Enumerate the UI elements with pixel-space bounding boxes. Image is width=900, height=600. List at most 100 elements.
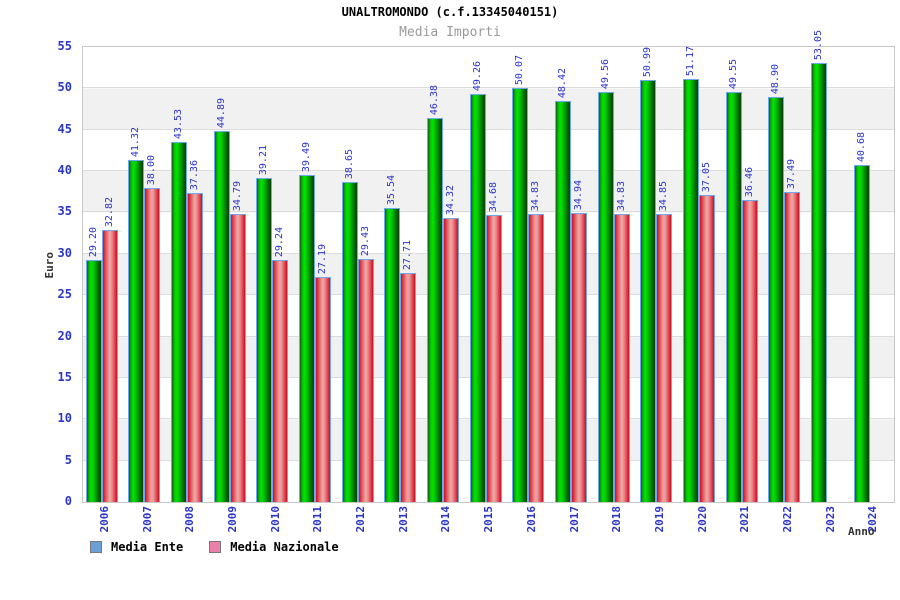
bar-value-label: 49.26 xyxy=(471,60,483,91)
legend-item-media-nazionale: Media Nazionale xyxy=(209,540,339,554)
bar-value-label: 29.20 xyxy=(87,226,99,257)
gridline xyxy=(83,170,894,172)
x-tick-label-2014: 2014 xyxy=(439,506,452,533)
chart-legend: Media Ente Media Nazionale xyxy=(90,540,339,554)
bar-value-label: 34.94 xyxy=(573,179,585,210)
bar-value-label: 35.54 xyxy=(386,174,398,205)
x-tick-label-2015: 2015 xyxy=(482,506,495,533)
bar-value-label: 34.68 xyxy=(487,181,499,212)
bar-value-label: 36.46 xyxy=(743,166,755,197)
x-tick-label-2010: 2010 xyxy=(269,506,282,533)
bar-value-label: 34.79 xyxy=(231,180,243,211)
bar-media-ente-2009 xyxy=(213,131,230,502)
bar-media-nazionale-2020 xyxy=(699,195,716,502)
gridline xyxy=(83,128,894,130)
legend-label-media-ente: Media Ente xyxy=(111,540,184,554)
plot-area: 29.20 32.82 41.32 38.00 43.53 37.36 44.89 34.79… xyxy=(82,30,895,503)
x-tick-label-2021: 2021 xyxy=(738,506,751,533)
bar-media-ente-2017 xyxy=(555,101,572,502)
gridline xyxy=(83,87,894,89)
bar-value-label: 27.71 xyxy=(402,239,414,270)
bar-value-label: 29.43 xyxy=(359,225,371,256)
legend-swatch-media-nazionale-icon xyxy=(209,541,222,553)
bar-value-label: 37.36 xyxy=(188,159,200,190)
bar-media-nazionale-2014 xyxy=(442,218,459,502)
x-tick-label-2008: 2008 xyxy=(183,506,196,533)
bar-value-label: 50.07 xyxy=(514,54,526,85)
x-tick-label-2007: 2007 xyxy=(141,506,154,533)
bar-media-ente-2010 xyxy=(256,178,273,502)
legend-item-media-ente: Media Ente xyxy=(90,540,183,554)
y-tick-label: 10 xyxy=(57,411,72,425)
x-tick-label-2006: 2006 xyxy=(98,506,111,533)
bar-media-ente-2020 xyxy=(683,79,700,502)
y-tick-label: 15 xyxy=(57,370,72,384)
y-tick-label: 20 xyxy=(57,329,72,343)
bar-value-label: 29.24 xyxy=(274,226,286,257)
bar-media-ente-2008 xyxy=(170,142,187,502)
bar-value-label: 51.17 xyxy=(685,45,697,76)
bar-value-label: 43.53 xyxy=(172,108,184,139)
bar-media-nazionale-2021 xyxy=(741,200,758,502)
bar-value-label: 39.49 xyxy=(300,141,312,172)
bar-media-nazionale-2009 xyxy=(229,214,246,502)
y-tick-label: 25 xyxy=(57,287,72,301)
bar-value-label: 34.83 xyxy=(615,180,627,211)
bar-value-label: 27.19 xyxy=(316,243,328,274)
bar-value-label: 41.32 xyxy=(130,126,142,157)
bar-media-ente-2024 xyxy=(853,165,870,502)
y-tick-label: 5 xyxy=(64,453,72,467)
bar-value-label: 32.82 xyxy=(103,196,115,227)
gridline xyxy=(83,211,894,213)
bar-value-label: 46.38 xyxy=(428,84,440,115)
bar-value-label: 37.49 xyxy=(786,158,798,189)
x-tick-label-2016: 2016 xyxy=(525,506,538,533)
bar-media-nazionale-2008 xyxy=(186,193,203,502)
bar-value-label: 40.68 xyxy=(855,131,867,162)
x-tick-label-2019: 2019 xyxy=(653,506,666,533)
legend-swatch-media-ente-icon xyxy=(90,541,102,553)
bar-value-label: 44.89 xyxy=(215,97,227,128)
chart-subtitle: Media Importi xyxy=(399,25,501,40)
x-tick-label-2018: 2018 xyxy=(610,506,623,533)
bar-media-ente-2013 xyxy=(384,208,401,502)
bar-media-ente-2022 xyxy=(768,97,785,502)
bar-media-nazionale-2006 xyxy=(101,230,118,502)
x-tick-label-2009: 2009 xyxy=(226,506,239,533)
bar-media-nazionale-2019 xyxy=(656,214,673,502)
bar-media-ente-2015 xyxy=(469,94,486,502)
y-tick-label: 55 xyxy=(57,39,72,53)
x-tick-label-2022: 2022 xyxy=(781,506,794,533)
x-tick-label-2023: 2023 xyxy=(824,506,837,533)
bar-media-ente-2014 xyxy=(426,118,443,502)
bar-media-nazionale-2012 xyxy=(357,259,374,502)
bar-value-label: 34.85 xyxy=(658,180,670,211)
bar-media-nazionale-2013 xyxy=(400,273,417,502)
bar-media-nazionale-2022 xyxy=(784,192,801,502)
bar-value-label: 39.21 xyxy=(258,144,270,175)
bar-value-label: 48.42 xyxy=(557,67,569,98)
bar-value-label: 38.00 xyxy=(146,154,158,185)
bar-media-ente-2011 xyxy=(298,175,315,502)
bar-value-label: 37.05 xyxy=(701,161,713,192)
y-tick-label: 30 xyxy=(57,246,72,260)
bar-media-ente-2006 xyxy=(85,260,102,502)
bar-value-label: 50.99 xyxy=(642,46,654,77)
bar-media-nazionale-2015 xyxy=(485,215,502,502)
y-tick-label: 50 xyxy=(57,80,72,94)
bar-value-label: 34.83 xyxy=(530,180,542,211)
y-tick-label: 35 xyxy=(57,204,72,218)
x-tick-label-2012: 2012 xyxy=(354,506,367,533)
y-tick-label: 45 xyxy=(57,122,72,136)
bar-media-ente-2018 xyxy=(597,92,614,502)
bar-media-nazionale-2016 xyxy=(528,214,545,502)
y-tick-label: 40 xyxy=(57,163,72,177)
x-tick-label-2011: 2011 xyxy=(311,506,324,533)
x-tick-label-2013: 2013 xyxy=(397,506,410,533)
bar-media-ente-2021 xyxy=(725,92,742,502)
bar-value-label: 48.90 xyxy=(770,63,782,94)
legend-label-media-nazionale: Media Nazionale xyxy=(230,540,339,554)
y-tick-label: 0 xyxy=(64,494,72,508)
bar-media-ente-2016 xyxy=(512,88,529,502)
